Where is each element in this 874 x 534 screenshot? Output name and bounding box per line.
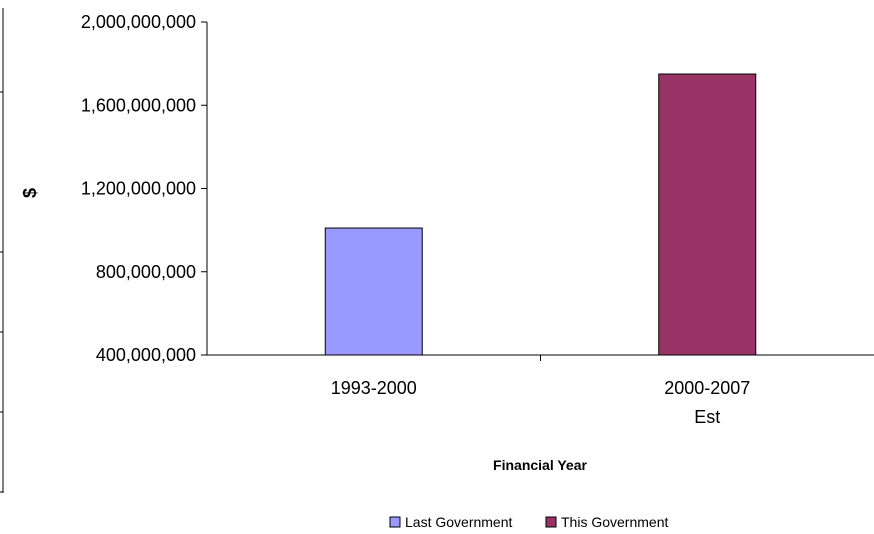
y-axis-title: $ [20, 188, 40, 198]
x-tick-label: 2000-2007 [664, 378, 750, 398]
x-axis-title: Financial Year [493, 457, 587, 473]
bar-this-government [658, 73, 757, 356]
x-tick-label: Est [694, 407, 720, 427]
legend: Last Government This Government [389, 514, 668, 530]
y-tick-label: 800,000,000 [96, 262, 196, 282]
y-tick-label: 1,200,000,000 [81, 179, 196, 199]
legend-label: Last Government [405, 514, 512, 530]
legend-label: This Government [561, 514, 668, 530]
legend-swatch [545, 516, 557, 528]
bar-last-government [324, 227, 423, 356]
y-tick-label: 400,000,000 [96, 345, 196, 365]
plot-area: 400,000,000 800,000,000 1,200,000,000 1,600… [81, 12, 874, 427]
legend-swatch [389, 516, 401, 528]
y-tick-label: 2,000,000,000 [81, 12, 196, 32]
x-tick-label: 1993-2000 [331, 378, 417, 398]
y-tick-label: 1,600,000,000 [81, 95, 196, 115]
